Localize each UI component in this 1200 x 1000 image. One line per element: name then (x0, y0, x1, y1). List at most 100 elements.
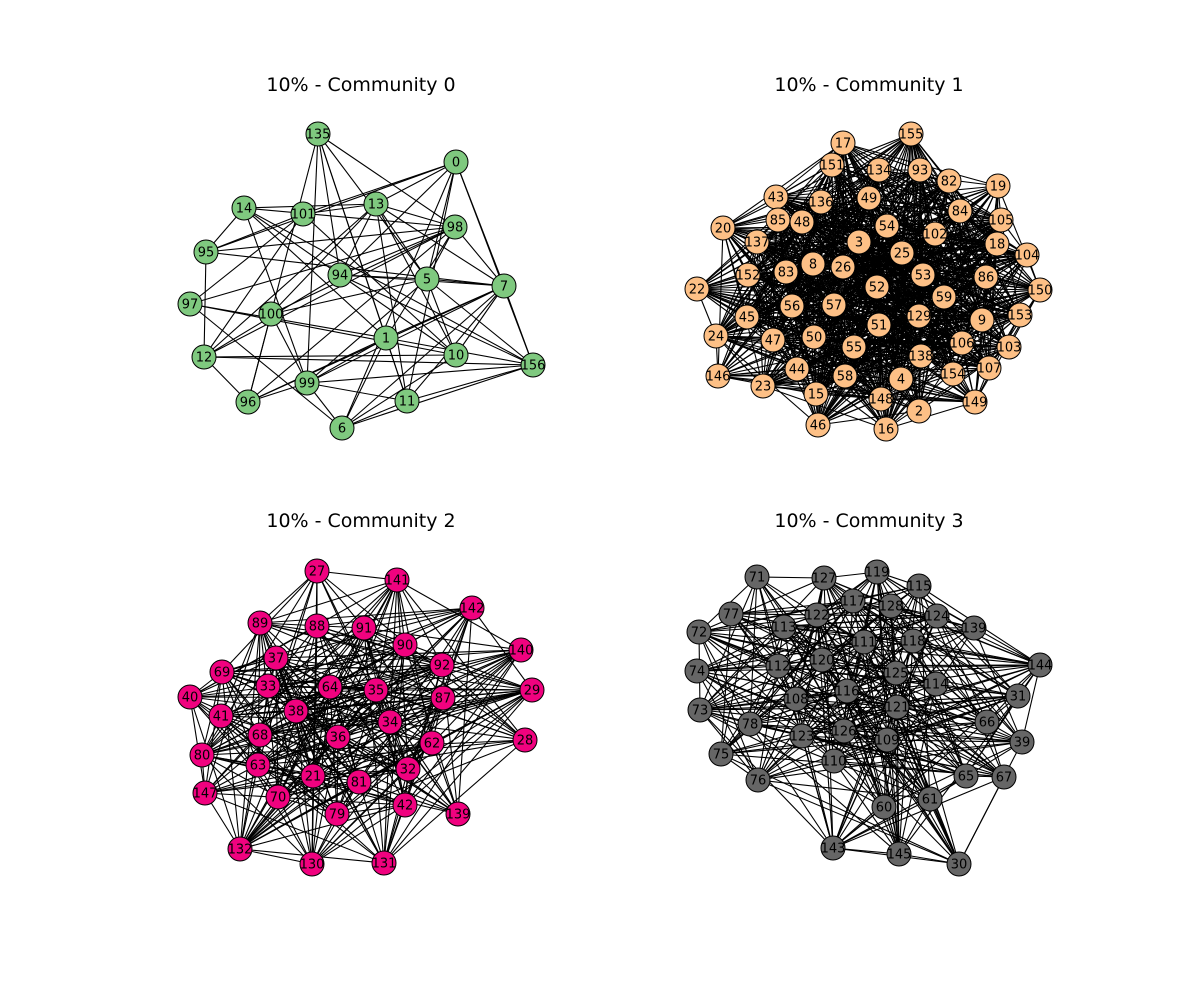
edge (943, 296, 1021, 316)
edge (204, 734, 261, 794)
node-label: 134 (867, 164, 892, 179)
node-circle (771, 614, 797, 640)
node-circle (946, 851, 972, 877)
edge (1021, 664, 1041, 743)
node-circle (737, 711, 763, 737)
node-circle (304, 613, 330, 639)
node-label: 48 (794, 216, 811, 231)
node-circle (735, 262, 761, 288)
node-label: 66 (979, 716, 996, 731)
node-label: 90 (397, 639, 414, 654)
edge (311, 804, 406, 865)
node-label: 129 (907, 310, 932, 325)
edge (239, 804, 406, 850)
node-circle (908, 343, 934, 369)
node-circle (363, 677, 389, 703)
edge (220, 622, 261, 717)
edge (189, 303, 387, 339)
node-label: 96 (240, 396, 257, 411)
edge (363, 607, 473, 629)
node-circle (419, 730, 445, 756)
edge (203, 226, 456, 358)
node-label: 112 (766, 660, 791, 675)
edge (267, 685, 391, 723)
node-15: 15 (803, 381, 829, 407)
node-155: 155 (898, 121, 924, 147)
node-label: 50 (806, 331, 823, 346)
edge (375, 161, 457, 205)
edges (189, 570, 533, 865)
edge (896, 706, 1005, 778)
node-label: 125 (884, 667, 909, 682)
node-circle (703, 323, 729, 349)
edge (203, 356, 534, 366)
edge (295, 710, 409, 770)
edge (895, 672, 931, 800)
edge (762, 375, 846, 387)
node-label: 113 (772, 621, 797, 636)
node-circle (395, 756, 421, 782)
node-circle (906, 303, 932, 329)
edge (277, 768, 409, 798)
node-64: 64 (317, 674, 343, 700)
edge (312, 579, 398, 777)
node-61: 61 (917, 786, 943, 812)
node-label: 107 (977, 362, 1002, 377)
edge (935, 683, 1019, 697)
node-circle (744, 564, 770, 590)
node-38: 38 (283, 698, 309, 724)
node-91: 91 (351, 615, 377, 641)
node-label: 40 (182, 691, 199, 706)
node-113: 113 (771, 614, 797, 640)
node-126: 126 (831, 718, 857, 744)
node-label: 114 (924, 678, 949, 693)
node-68: 68 (247, 722, 273, 748)
node-circle (765, 653, 791, 679)
edge (316, 570, 398, 581)
node-100: 100 (258, 301, 284, 327)
node-label: 101 (291, 208, 316, 223)
edge (243, 207, 387, 339)
edge (896, 706, 900, 855)
node-label: 140 (509, 644, 534, 659)
node-label: 151 (820, 159, 845, 174)
node-circle (445, 801, 471, 827)
edge (426, 161, 457, 280)
edge (717, 375, 882, 400)
node-circle (910, 262, 936, 288)
edge (339, 274, 534, 366)
node-label: 123 (790, 730, 815, 745)
node-121: 121 (884, 694, 910, 720)
node-circle (808, 189, 834, 215)
node-28: 28 (512, 727, 538, 753)
node-37: 37 (263, 645, 289, 671)
node-label: 65 (958, 770, 975, 785)
node-label: 11 (399, 395, 416, 410)
edge (720, 665, 779, 755)
node-circle (961, 615, 987, 641)
node-label: 25 (894, 247, 911, 262)
node-48: 48 (789, 209, 815, 235)
edge (762, 385, 887, 430)
node-label: 41 (213, 710, 230, 725)
node-label: 75 (713, 748, 730, 763)
edge (717, 368, 798, 377)
node-label: 136 (809, 196, 834, 211)
node-16: 16 (873, 416, 899, 442)
node-95: 95 (193, 239, 219, 265)
node-circle (247, 722, 273, 748)
node-label: 102 (923, 228, 948, 243)
node-label: 156 (521, 359, 546, 374)
edge (832, 798, 931, 849)
node-circle (949, 330, 975, 356)
edge (801, 735, 834, 849)
node-label: 63 (250, 759, 267, 774)
node-107: 107 (976, 355, 1002, 381)
edge (375, 689, 406, 806)
edge (757, 760, 835, 781)
edge (886, 640, 914, 741)
node-circle (1007, 302, 1033, 328)
node-label: 127 (812, 572, 837, 587)
edge (306, 285, 505, 384)
